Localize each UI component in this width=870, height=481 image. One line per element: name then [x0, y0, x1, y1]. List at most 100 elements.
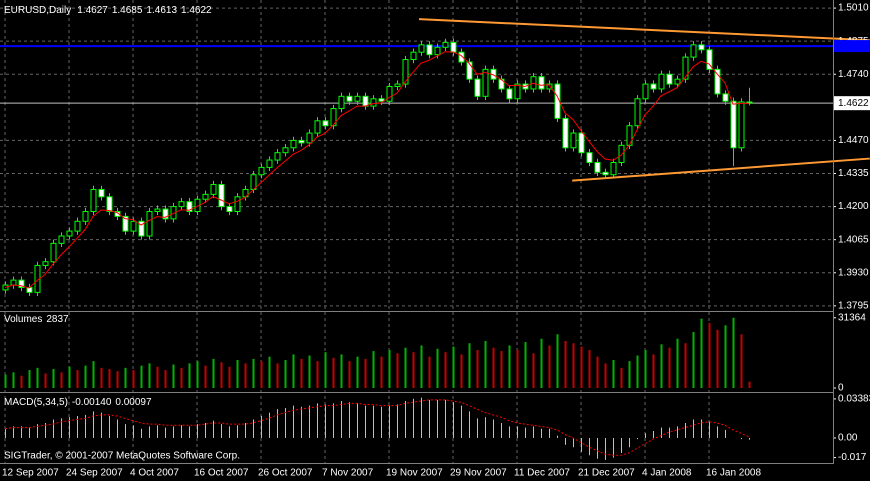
main-header: EURUSD,Daily 1.4627 1.4685 1.4613 1.4622 [4, 5, 212, 16]
macd-readout: -0.00140 [72, 397, 112, 408]
candle-body [450, 41, 457, 53]
candle-body [50, 242, 57, 263]
candle-body [434, 46, 441, 56]
trendline [572, 157, 870, 182]
y-tick-label: 1.4470 [838, 135, 869, 146]
candle-body [74, 220, 81, 232]
level-axis-marker [834, 40, 870, 53]
candle-body [202, 193, 209, 200]
candle-body [178, 201, 185, 208]
trendline [418, 18, 870, 42]
candle-body [546, 83, 553, 90]
candle-body [42, 261, 49, 266]
candle-body [218, 184, 225, 208]
candle-body [418, 44, 425, 53]
candle-body [210, 184, 217, 195]
x-tick-label: 4 Oct 2007 [130, 468, 179, 479]
x-tick-label: 19 Nov 2007 [386, 468, 443, 479]
candle-body [410, 51, 417, 61]
candle-body [338, 95, 345, 110]
candle-body [458, 51, 465, 63]
marks [0, 18, 870, 460]
candle-body [594, 161, 601, 173]
axes: 12 Sep 2007 24 Sep 2007 4 Oct 2007 16 Oct 2… [2, 3, 870, 479]
candle-body [698, 44, 705, 51]
y-tick-label: 1.5010 [838, 3, 869, 14]
candle-body [386, 86, 393, 102]
candle-body [114, 210, 121, 217]
y-tick-label: 1.4200 [838, 201, 869, 212]
candle-body [258, 166, 265, 176]
y-tick-label: 0 [838, 383, 844, 394]
candle-body [570, 132, 577, 149]
y-tick-label: 0.00 [838, 433, 858, 444]
candle-body [514, 83, 521, 100]
x-tick-label: 11 Dec 2007 [514, 468, 570, 479]
candle-body [722, 93, 729, 102]
candle-body [98, 188, 105, 198]
candle-body [530, 76, 537, 90]
candle-body [610, 161, 617, 176]
x-tick-label: 29 Nov 2007 [450, 468, 507, 479]
candle-body [314, 120, 321, 134]
candle-body [466, 61, 473, 80]
candle-body [378, 98, 385, 102]
candle-body [482, 68, 489, 97]
candle-body [66, 230, 73, 237]
candle-body [162, 208, 169, 220]
volume-header: Volumes 2837 [4, 314, 69, 325]
low-readout: 1.4613 [146, 5, 177, 16]
open-readout: 1.4627 [77, 5, 108, 16]
candle-body [330, 108, 337, 127]
candle-body [626, 125, 633, 146]
candle-body [362, 95, 369, 107]
candle-body [690, 44, 697, 58]
candle-body [394, 83, 401, 88]
candle-body [738, 101, 745, 149]
volume-title: Volumes [4, 314, 42, 325]
macd-header: MACD(5,34,5) -0.00140 0.00097 [4, 397, 152, 408]
candle-body [266, 159, 273, 168]
candle-body [26, 286, 33, 293]
candle-body [602, 171, 609, 176]
candle-body [290, 139, 297, 149]
x-tick-label: 16 Jan 2008 [706, 468, 761, 479]
y-tick-label: 1.4065 [838, 234, 869, 245]
candle-body [130, 220, 137, 232]
last-price-box [834, 96, 870, 111]
candle-body [674, 78, 681, 85]
candle-body [10, 279, 17, 286]
candle-body [274, 152, 281, 161]
y-tick-label: 1.3930 [838, 267, 869, 278]
candle-body [186, 201, 193, 212]
x-tick-label: 4 Jan 2008 [642, 468, 692, 479]
y-tick-label: -0.017 [838, 452, 867, 463]
copyright: SIGTrader, © 2001-2007 MetaQuotes Softwa… [4, 451, 240, 462]
x-tick-label: 24 Sep 2007 [66, 468, 123, 479]
candle-body [138, 220, 145, 237]
macd-title: MACD(5,34,5) [4, 397, 68, 408]
high-readout: 1.4685 [112, 5, 143, 16]
candle-body [346, 95, 353, 102]
candle-body [226, 206, 233, 212]
candle-body [298, 139, 305, 144]
candle-body [746, 101, 753, 104]
symbol: EURUSD,Daily [4, 5, 71, 16]
candle-body [714, 68, 721, 95]
candle-body [18, 279, 25, 288]
x-tick-label: 7 Nov 2007 [322, 468, 374, 479]
last-price-label: 1.4622 [838, 98, 869, 109]
candle-body [154, 208, 161, 212]
candle-body [306, 132, 313, 144]
candle-body [282, 147, 289, 154]
candle-body [90, 188, 97, 212]
close-readout: 1.4622 [181, 5, 212, 16]
candle-body [122, 215, 129, 232]
candle-body [682, 56, 689, 80]
volume-readout: 2837 [46, 314, 69, 325]
candle-body [354, 95, 361, 102]
y-tick-label: 1.4740 [838, 69, 869, 80]
x-tick-label: 12 Sep 2007 [2, 468, 59, 479]
candle-body [442, 41, 449, 48]
